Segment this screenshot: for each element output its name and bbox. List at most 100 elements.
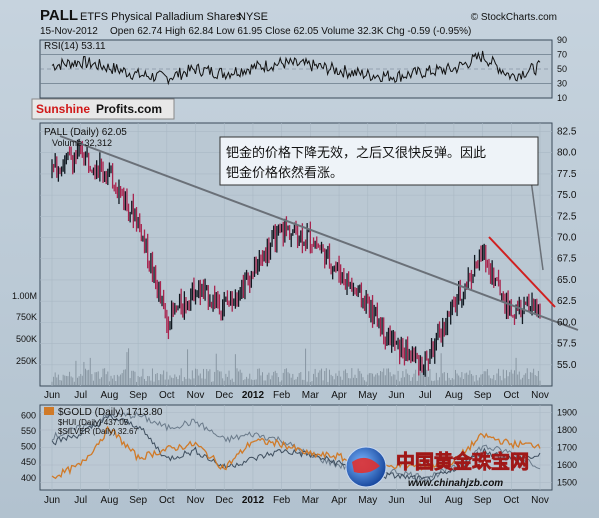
rsi-tick-3: 30 — [557, 79, 567, 89]
x-label-xaxis1-12: Jun — [388, 390, 404, 401]
x-axis-top: Jun Jul Aug Sep Oct Nov Dec 2012 Feb Mar Apr May Jun… — [44, 390, 549, 401]
rsi-tick-4: 10 — [557, 93, 567, 103]
x-label-xaxis1-14: Aug — [445, 390, 463, 401]
rsi-tick-2: 50 — [557, 64, 567, 74]
price-tick-2: 77.5 — [557, 169, 577, 180]
price-tick-1: 80.0 — [557, 148, 577, 159]
cmp-right-tick-2: 1700 — [557, 443, 577, 453]
cmp-left-tick-0: 600 — [21, 410, 36, 420]
x-label-xaxis2-17: Nov — [531, 495, 549, 506]
x-label-xaxis2-0: Jun — [44, 495, 60, 506]
cmp-left-tick-4: 400 — [21, 473, 36, 483]
x-label-xaxis2-6: Dec — [215, 495, 233, 506]
exchange: NYSE — [238, 11, 268, 23]
price-tick-8: 62.5 — [557, 296, 577, 307]
volume-legend: Volume 32,312 — [52, 138, 112, 148]
x-label-xaxis1-17: Nov — [531, 390, 549, 401]
price-panel: PALL (Daily) 62.05 Volume 32,312 82.5 80.… — [12, 122, 579, 387]
rsi-panel: RSI(14) 53.11 90 70 50 30 10 — [39, 35, 567, 103]
cmp-right-tick-3: 1600 — [557, 460, 577, 470]
price-tick-9: 60.0 — [557, 317, 577, 328]
cmp-right-tick-4: 1500 — [557, 478, 577, 488]
x-label-xaxis1-1: Jul — [74, 390, 87, 401]
x-label-xaxis2-16: Oct — [504, 495, 520, 506]
cmp-left-tick-3: 450 — [21, 457, 36, 467]
x-label-xaxis1-8: Feb — [273, 390, 291, 401]
x-label-xaxis1-15: Sep — [474, 390, 492, 401]
price-tick-11: 55.0 — [557, 360, 577, 371]
x-label-xaxis2-10: Apr — [331, 495, 347, 506]
x-label-xaxis2-13: Jul — [419, 495, 432, 506]
x-label-xaxis2-4: Oct — [159, 495, 175, 506]
price-ticks: 82.5 80.0 77.5 75.0 72.5 70.0 67.5 65.0 62.5 60.0… — [557, 126, 577, 370]
x-label-xaxis1-11: May — [358, 390, 377, 401]
quote-ohlc: Open 62.74 High 62.84 Low 61.95 Close 62… — [110, 26, 471, 37]
long-trendline — [59, 135, 579, 331]
gold-line — [51, 425, 541, 480]
x-label-xaxis1-6: Dec — [215, 390, 233, 401]
x-label-xaxis1-4: Oct — [159, 390, 175, 401]
price-tick-7: 65.0 — [557, 275, 577, 286]
rsi-ticks: 90 70 50 30 10 — [557, 35, 567, 103]
watermark-cn: 中国黄金珠宝网 — [396, 450, 529, 473]
site-credit: © StockCharts.com — [471, 12, 557, 23]
cmp-left-tick-1: 550 — [21, 426, 36, 436]
ticker-symbol: PALL — [40, 7, 78, 24]
price-tick-10: 57.5 — [557, 339, 577, 350]
fund-name: ETFS Physical Palladium Shares — [80, 11, 242, 23]
volume-bars — [51, 348, 541, 385]
x-label-xaxis1-2: Aug — [101, 390, 119, 401]
x-label-xaxis1-13: Jul — [419, 390, 432, 401]
x-label-xaxis1-16: Oct — [504, 390, 520, 401]
cmp-right-tick-1: 1800 — [557, 425, 577, 435]
x-label-xaxis1-10: Apr — [331, 390, 347, 401]
brand-part1: Sunshine — [36, 102, 90, 116]
x-label-xaxis2-5: Nov — [187, 495, 205, 506]
x-axis-bottom: Jun Jul Aug Sep Oct Nov Dec 2012 Feb Mar Apr May Jun… — [44, 495, 549, 506]
price-tick-3: 75.0 — [557, 190, 577, 201]
rsi-tick-1: 70 — [557, 50, 567, 60]
comparison-right-ticks: 1900 1800 1700 1600 1500 — [557, 408, 577, 488]
price-tick-6: 67.5 — [557, 254, 577, 265]
brand-part2: Profits.com — [96, 102, 162, 116]
rsi-line — [51, 50, 541, 86]
x-label-xaxis1-3: Sep — [129, 390, 147, 401]
x-label-xaxis2-3: Sep — [129, 495, 147, 506]
x-label-xaxis1-7: 2012 — [242, 390, 265, 401]
x-label-xaxis2-14: Aug — [445, 495, 463, 506]
x-label-xaxis1-5: Nov — [187, 390, 205, 401]
volume-tick-0: 1.00M — [12, 291, 37, 301]
x-label-xaxis2-12: Jun — [388, 495, 404, 506]
price-tick-0: 82.5 — [557, 126, 577, 137]
comparison-panel: $GOLD (Daily) 1713.80 $HUI (Daily) 437.0… — [21, 404, 577, 491]
hui-legend: $HUI (Daily) 437.05 — [58, 418, 129, 427]
x-label-xaxis2-1: Jul — [74, 495, 87, 506]
volume-tick-1: 750K — [16, 312, 37, 322]
volume-tick-3: 250K — [16, 356, 37, 366]
price-tick-5: 70.0 — [557, 233, 577, 244]
price-tick-4: 72.5 — [557, 211, 577, 222]
silver-line — [51, 414, 541, 483]
volume-ticks: 1.00M 750K 500K 250K — [12, 291, 37, 366]
annotation-pointer — [530, 179, 544, 271]
x-label-xaxis2-15: Sep — [474, 495, 492, 506]
short-trendline — [488, 236, 556, 308]
x-label-xaxis2-11: May — [358, 495, 377, 506]
annotation-box — [219, 136, 539, 186]
rsi-label: RSI(14) 53.11 — [44, 41, 106, 52]
annotation-line1: 钯金的价格下降无效，之后又很快反弹。因此 — [226, 145, 486, 161]
gold-legend: $GOLD (Daily) 1713.80 — [58, 407, 163, 418]
x-label-xaxis2-8: Feb — [273, 495, 291, 506]
volume-tick-2: 500K — [16, 334, 37, 344]
gold-swatch — [44, 407, 54, 415]
cmp-left-tick-2: 500 — [21, 442, 36, 452]
rsi-tick-0: 90 — [557, 35, 567, 45]
watermark: 中国黄金珠宝网 www.chinahjzb.com — [345, 446, 529, 489]
price-legend: PALL (Daily) 62.05 — [44, 127, 127, 138]
brand-logo: Sunshine Profits.com — [31, 98, 175, 120]
quote-date: 15-Nov-2012 — [40, 26, 98, 37]
globe-swoosh-icon — [352, 457, 380, 474]
cmp-right-tick-0: 1900 — [557, 408, 577, 418]
